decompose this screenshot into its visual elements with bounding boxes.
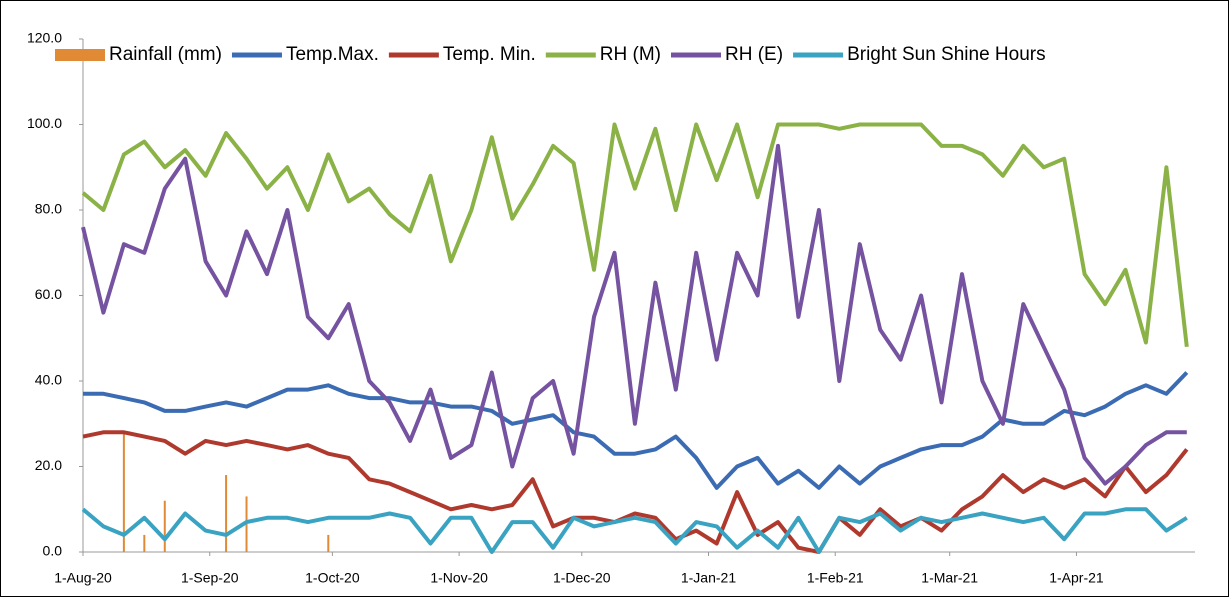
series-line [81,143,1187,486]
x-tick-label: 1-Aug-20 [54,570,112,586]
legend-label: Temp. Min. [443,44,536,65]
series-line [81,507,1188,554]
y-tick-label: 20.0 [35,457,62,473]
x-tick-label: 1-Nov-20 [430,570,488,586]
rain-bar [143,534,146,552]
x-tick-label: 1-Feb-21 [807,570,864,586]
rain-bar [327,534,330,552]
legend-label: Rainfall (mm) [109,44,222,65]
rain-bar [163,500,166,552]
legend-label: Temp.Max. [286,44,379,65]
y-tick-label: 120.0 [27,30,62,46]
series-line [82,430,1189,554]
y-tick-label: 40.0 [35,372,62,388]
legend-swatch [55,49,105,61]
x-tick-label: 1-Mar-21 [921,570,978,586]
x-tick-label: 1-Dec-20 [553,570,611,586]
legend-label: Bright Sun Shine Hours [847,44,1046,65]
x-tick-label: 1-Oct-20 [305,570,360,586]
legend-label: RH (M) [600,44,661,65]
y-tick-label: 0.0 [43,543,63,559]
y-tick-label: 80.0 [35,201,62,217]
rain-bar [225,475,228,552]
rain-bar [122,432,125,552]
x-tick-label: 1-Apr-21 [1049,570,1104,586]
legend-label: RH (E) [725,44,783,65]
y-tick-label: 100.0 [27,115,62,131]
x-tick-label: 1-Jan-21 [681,570,736,586]
x-tick-label: 1-Sep-20 [181,570,239,586]
series-line [81,122,1189,348]
y-tick-label: 60.0 [35,286,62,302]
